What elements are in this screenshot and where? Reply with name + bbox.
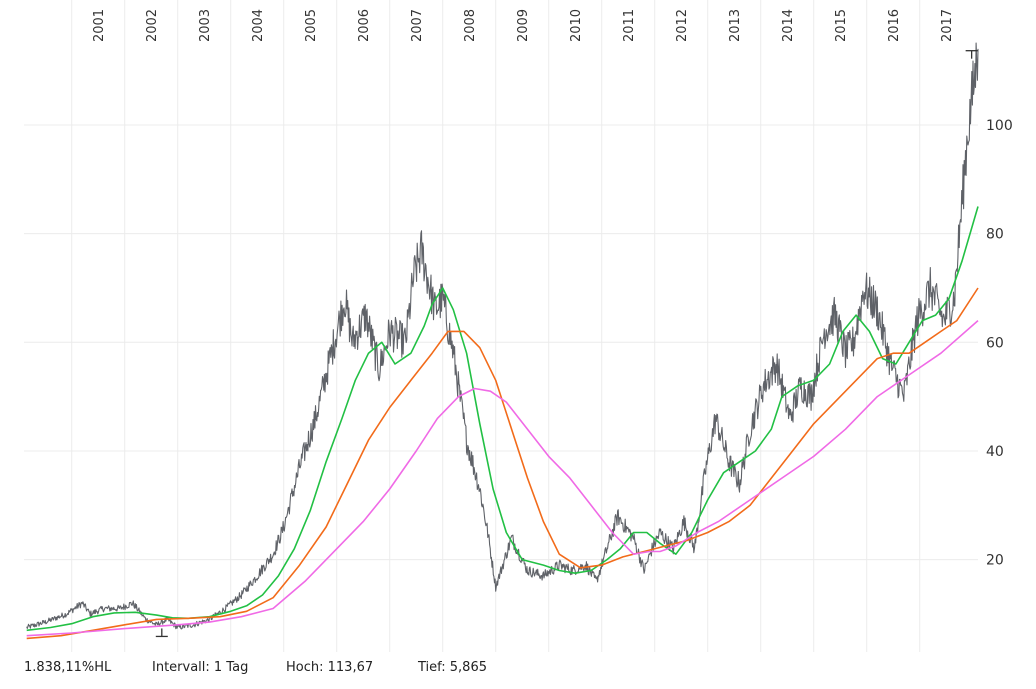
high-value: Hoch: 113,67	[286, 660, 374, 675]
x-tick-label-year: 2013	[728, 9, 743, 42]
x-tick-label-year: 2015	[834, 9, 849, 42]
series	[26, 42, 979, 640]
y-axis-labels: 20 40 60 80 100	[986, 118, 1013, 569]
low-value: Tief: 5,865	[418, 660, 487, 675]
y-tick-label: 100	[986, 118, 1013, 134]
y-tick-label: 80	[986, 227, 1004, 243]
x-tick-label-year: 2006	[357, 9, 372, 42]
x-tick-label-year: 2001	[92, 9, 107, 42]
x-tick-label-year: 2008	[463, 9, 478, 42]
chart-footer: 1.838,11%HL Intervall: 1 Tag Hoch: 113,6…	[24, 660, 487, 680]
x-axis-year-labels: 2001 2002 2003 2004 2005 2006 2007 2008 2009 2010…	[92, 9, 955, 42]
x-tick-label-year: 2017	[940, 9, 955, 42]
x-tick-label-year: 2012	[675, 9, 690, 42]
series-line-ma-short	[26, 206, 979, 632]
x-tick-label-year: 2003	[198, 9, 213, 42]
x-tick-label-year: 2016	[887, 9, 902, 42]
x-tick-label-year: 2009	[516, 9, 531, 42]
range-percent: 1.838,11%HL	[24, 660, 112, 675]
series-line-ma-long	[26, 319, 979, 637]
x-tick-label-year: 2005	[304, 9, 319, 42]
series-line-ma-medium	[26, 287, 979, 640]
interval-label: Intervall: 1 Tag	[152, 660, 249, 675]
y-tick-label: 20	[986, 553, 1004, 569]
series-line-price	[26, 42, 979, 630]
x-tick-label-year: 2011	[622, 9, 637, 42]
y-tick-label: 60	[986, 335, 1004, 351]
x-tick-label-year: 2007	[410, 9, 425, 42]
x-tick-label-year: 2002	[145, 9, 160, 42]
x-tick-label-year: 2004	[251, 9, 266, 42]
extreme-markers	[155, 50, 978, 638]
x-tick-label-year: 2010	[569, 9, 584, 42]
y-tick-label: 40	[986, 444, 1004, 460]
grid	[24, 0, 978, 652]
x-tick-label-year: 2014	[781, 9, 796, 42]
